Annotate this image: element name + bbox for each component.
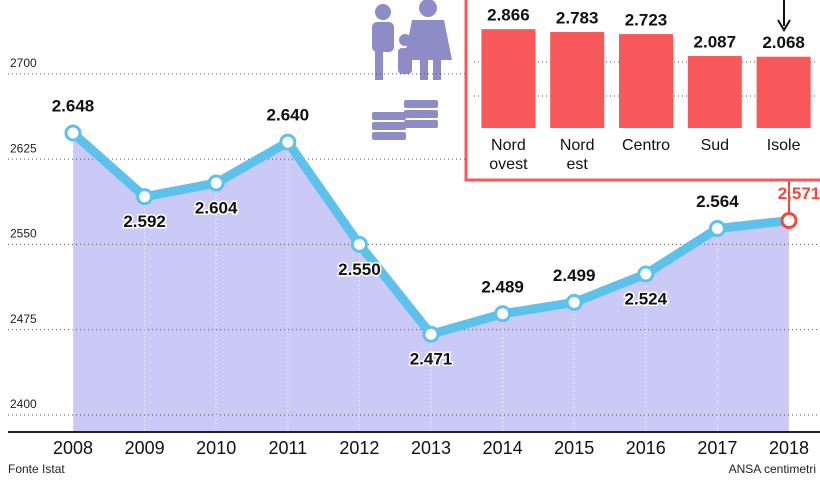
y-tick-label: 2625 [10, 141, 37, 155]
x-tick-label: 2008 [53, 438, 93, 458]
y-tick-label: 2475 [10, 312, 37, 326]
data-label: 2.604 [195, 199, 238, 218]
data-label: 2.499 [553, 266, 596, 285]
marker [637, 265, 655, 283]
data-label: 2.524 [625, 289, 668, 308]
marker [64, 124, 82, 142]
data-label: 2.571 [778, 184, 820, 203]
x-tick-label: 2012 [339, 438, 379, 458]
bar [687, 56, 742, 128]
bar [756, 56, 811, 129]
data-label: 2.068 [762, 33, 805, 52]
x-tick-label: Nord est [560, 137, 595, 173]
x-tick-label: Centro [622, 137, 670, 154]
data-label: 2.640 [267, 106, 310, 125]
x-tick-label: 2010 [196, 438, 236, 458]
inset-arrow-head [777, 19, 791, 32]
area [73, 133, 789, 432]
data-label: 2.783 [556, 9, 599, 28]
data-label: 2.489 [481, 277, 524, 296]
y-tick-label: 2400 [10, 397, 37, 411]
money-icon [372, 100, 438, 140]
x-tick-label: 2014 [483, 438, 523, 458]
marker [422, 325, 440, 343]
x-tick-label: 2015 [554, 438, 594, 458]
y-tick-label: 2550 [10, 227, 37, 241]
credit: ANSA centimetri [729, 462, 816, 476]
x-tick-label: Isole [767, 137, 801, 154]
data-label: 2.723 [625, 11, 668, 30]
marker [279, 133, 297, 151]
data-label: 2.087 [694, 33, 737, 52]
data-label: 2.592 [123, 212, 166, 231]
marker [708, 220, 726, 238]
inset: 2.866 Nord ovest 2.783 Nord est 2.723 Centro 2.0… [464, 0, 820, 182]
data-label: 2.648 [52, 96, 95, 115]
y-tick-label: 2700 [10, 56, 37, 70]
source: Fonte Istat [8, 462, 65, 476]
x-tick-label: 2018 [769, 438, 809, 458]
family-icon [372, 0, 452, 80]
marker [136, 188, 154, 206]
marker [207, 174, 225, 192]
data-label: 2.866 [487, 6, 530, 25]
bar [550, 32, 605, 128]
x-tick-label: Nord ovest [489, 137, 528, 173]
x-tick-label: 2013 [411, 438, 451, 458]
x-tick-label: 2016 [626, 438, 666, 458]
marker [565, 293, 583, 311]
marker [780, 212, 798, 230]
data-label: 2.471 [410, 350, 453, 369]
x-tick-label: 2011 [268, 438, 307, 458]
x-tick-label: Sud [701, 137, 729, 154]
x-tick-label: 2017 [697, 438, 737, 458]
bar [481, 29, 536, 129]
bar [619, 34, 673, 128]
x-tick-label: 2009 [125, 438, 165, 458]
data-label: 2.550 [338, 260, 381, 279]
marker [350, 235, 368, 253]
marker [494, 305, 512, 323]
data-label: 2.564 [696, 192, 739, 211]
